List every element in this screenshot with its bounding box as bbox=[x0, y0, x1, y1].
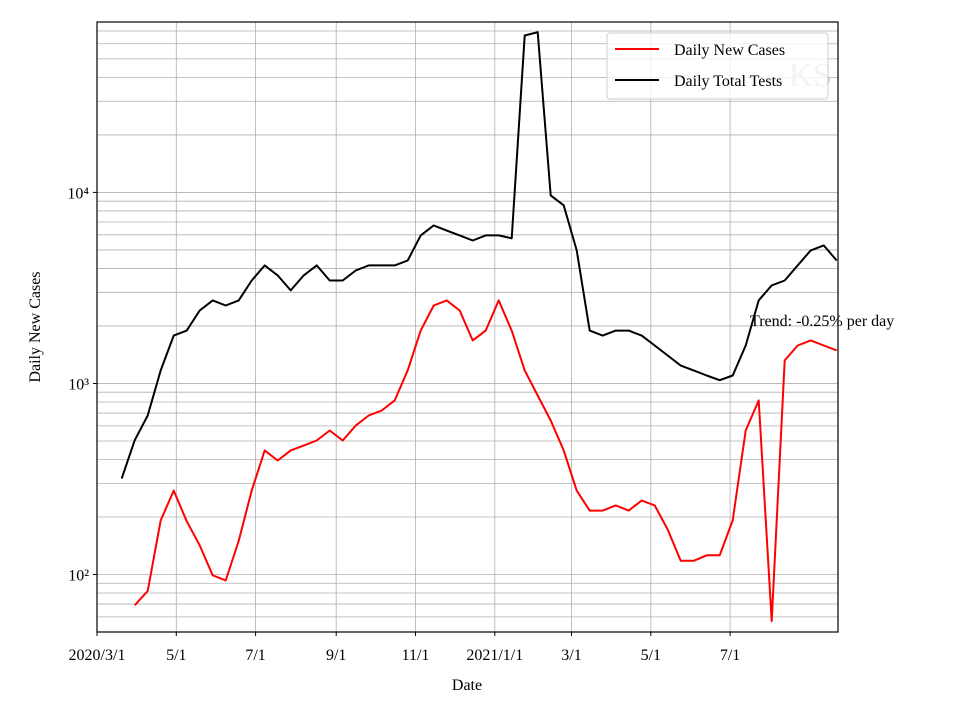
x-tick-label: 7/1 bbox=[720, 647, 740, 664]
y-tick-label: 10² bbox=[68, 567, 89, 584]
y-axis-label: Daily New Cases bbox=[27, 271, 44, 382]
legend-label: Daily New Cases bbox=[674, 42, 785, 59]
x-axis-label: Date bbox=[452, 677, 482, 694]
annotation: Trend: -0.25% per day bbox=[750, 313, 894, 330]
x-tick-label: 2021/1/1 bbox=[466, 647, 523, 664]
x-tick-label: 7/1 bbox=[245, 647, 265, 664]
x-tick-label: 11/1 bbox=[402, 647, 430, 664]
data-line bbox=[120, 31, 838, 479]
x-tick-label: 2020/3/1 bbox=[69, 647, 126, 664]
x-tick-label: 9/1 bbox=[326, 647, 346, 664]
legend-label: Daily Total Tests bbox=[674, 73, 782, 90]
x-tick-label: 5/1 bbox=[641, 647, 661, 664]
data-line bbox=[133, 299, 838, 623]
x-tick-label: 5/1 bbox=[166, 647, 186, 664]
plot-frame bbox=[96, 21, 839, 633]
y-tick-label: 10⁴ bbox=[67, 185, 89, 202]
y-tick-label: 10³ bbox=[68, 376, 89, 393]
legend-box bbox=[606, 32, 829, 100]
plot-area bbox=[120, 31, 838, 623]
x-tick-label: 3/1 bbox=[561, 647, 581, 664]
